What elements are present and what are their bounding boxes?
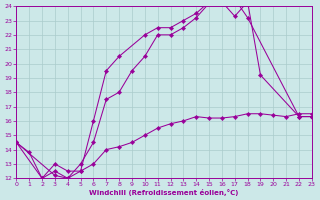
X-axis label: Windchill (Refroidissement éolien,°C): Windchill (Refroidissement éolien,°C): [89, 189, 239, 196]
